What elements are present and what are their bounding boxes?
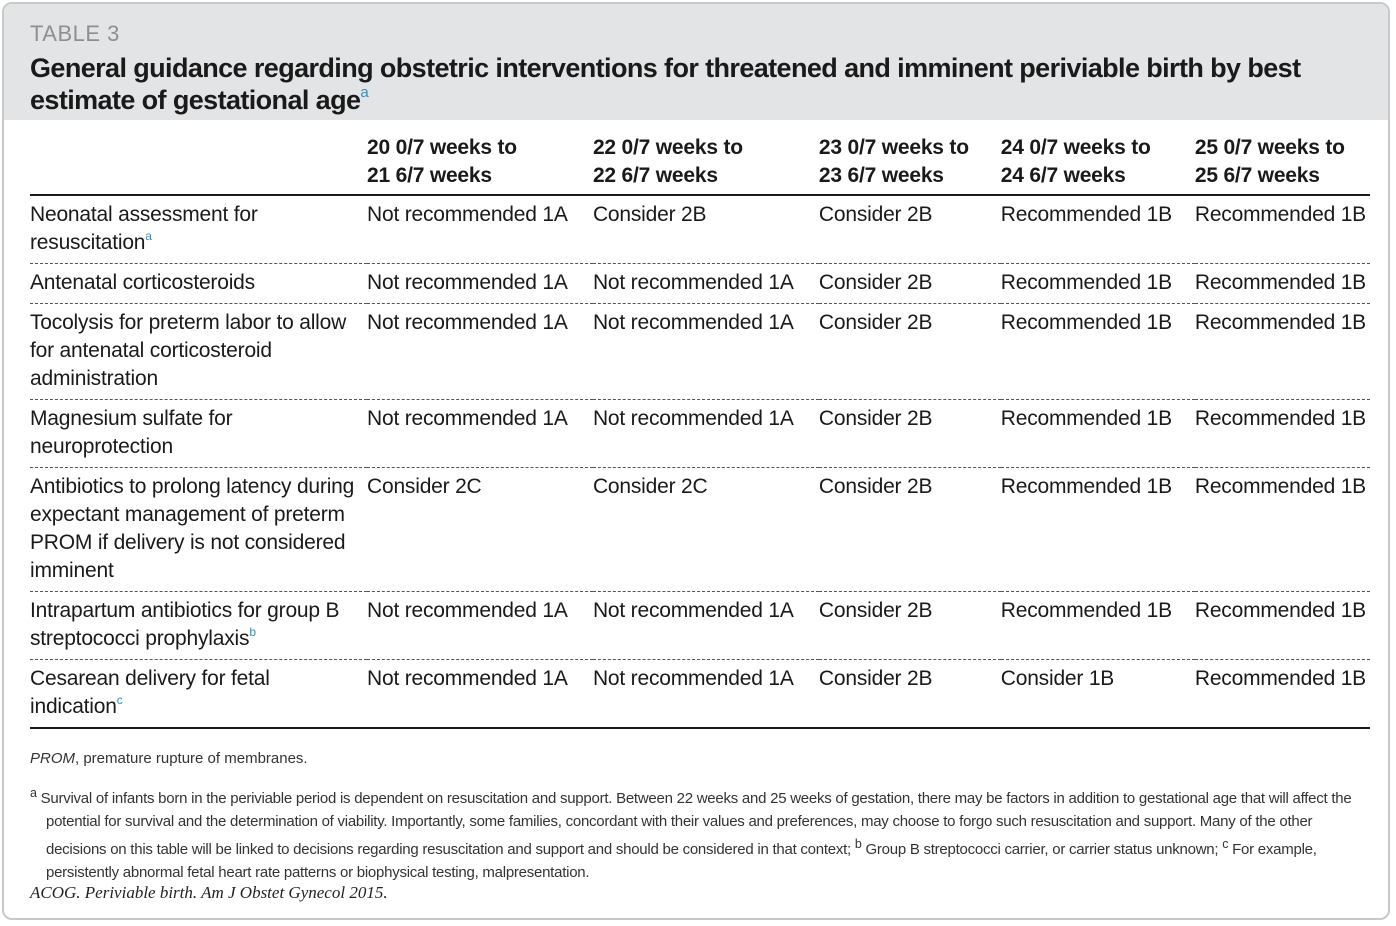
table-header: TABLE 3 General guidance regarding obste… [4, 4, 1388, 120]
abbreviation-term: PROM [30, 750, 75, 767]
table-cell: Recommended 1B [1000, 399, 1195, 468]
table-cell: Consider 2B [818, 591, 1001, 660]
row-label: Antibiotics to prolong latency during ex… [30, 467, 367, 592]
footnote-b-text: Group B streptococci carrier, or carrier… [865, 841, 1219, 858]
header-cell-24wk: 24 0/7 weeks to 24 6/7 weeks [1000, 132, 1195, 196]
row-label-text: Intrapartum antibiotics for group B stre… [30, 599, 340, 650]
row-label-text: Neonatal assessment for resuscitation [30, 203, 258, 254]
header-line: 21 6/7 weeks [367, 164, 492, 187]
table-cell: Consider 2C [367, 467, 593, 592]
footnote-c-mark: c [1222, 837, 1229, 851]
table-cell: Recommended 1B [1194, 467, 1370, 592]
table-cell: Not recommended 1A [367, 399, 593, 468]
table-cell: Not recommended 1A [592, 399, 819, 468]
footnote-c-text: For example, persistently abnormal fetal… [46, 841, 1317, 881]
table-header-row: 20 0/7 weeks to 21 6/7 weeks 22 0/7 weeks… [30, 132, 1370, 196]
header-cell-23wk: 23 0/7 weeks to 23 6/7 weeks [818, 132, 1001, 196]
header-line: 24 6/7 weeks [1000, 164, 1126, 187]
table-cell: Recommended 1B [1194, 399, 1370, 468]
table-cell: Recommended 1B [1000, 591, 1195, 660]
footnote-a-mark: a [30, 786, 37, 800]
table-cell: Not recommended 1A [367, 591, 593, 660]
table-cell: Consider 2B [818, 467, 1001, 592]
abbreviation-definition: , premature rupture of membranes. [75, 750, 308, 767]
footnote-a-text: Survival of infants born in the periviab… [40, 790, 1352, 858]
table-cell: Consider 2C [592, 467, 819, 592]
table-cell: Not recommended 1A [367, 659, 593, 729]
table-cell: Consider 1B [1000, 659, 1195, 729]
header-line: 22 6/7 weeks [592, 164, 718, 187]
table-cell: Consider 2B [818, 399, 1001, 468]
header-line: 20 0/7 weeks to [367, 136, 517, 159]
row-label: Intrapartum antibiotics for group B stre… [30, 591, 367, 660]
table-cell: Recommended 1B [1000, 263, 1195, 304]
table-cell: Consider 2B [818, 659, 1001, 729]
row-label: Antenatal corticosteroids [30, 263, 367, 304]
header-line: 22 0/7 weeks to [592, 136, 743, 159]
row-label: Neonatal assessment for resuscitationa [30, 195, 367, 264]
recommendations-table: 20 0/7 weeks to 21 6/7 weeks 22 0/7 weeks… [30, 132, 1370, 729]
row-label-text: Antenatal corticosteroids [30, 271, 255, 294]
table-cell: Recommended 1B [1000, 467, 1195, 592]
header-cell-intervention [30, 132, 367, 196]
header-cell-25wk: 25 0/7 weeks to 25 6/7 weeks [1194, 132, 1370, 196]
footnote-marker: a [145, 229, 152, 243]
table-cell: Consider 2B [818, 263, 1001, 304]
table-row: Magnesium sulfate for neuroprotection No… [30, 399, 1370, 468]
table-title-text: General guidance regarding obstetric int… [30, 53, 1301, 115]
table-cell: Recommended 1B [1000, 303, 1195, 400]
table-row: Cesarean delivery for fetal indicationc … [30, 659, 1370, 729]
title-footnote-marker: a [360, 84, 369, 101]
row-label: Magnesium sulfate for neuroprotection [30, 399, 367, 468]
table-cell: Not recommended 1A [367, 195, 593, 264]
header-line: 24 0/7 weeks to [1000, 136, 1151, 159]
header-cell-22wk: 22 0/7 weeks to 22 6/7 weeks [592, 132, 819, 196]
table-cell: Not recommended 1A [592, 659, 819, 729]
table-cell: Recommended 1B [1194, 263, 1370, 304]
table-cell: Not recommended 1A [367, 263, 593, 304]
table-cell: Consider 2B [818, 303, 1001, 400]
footnotes: a Survival of infants born in the perivi… [30, 782, 1370, 884]
row-label: Cesarean delivery for fetal indicationc [30, 659, 367, 729]
table-row: Tocolysis for preterm labor to allow for… [30, 303, 1370, 400]
header-line: 23 0/7 weeks to [818, 136, 969, 159]
table-title: General guidance regarding obstetric int… [30, 52, 1388, 116]
table-cell: Not recommended 1A [367, 303, 593, 400]
row-label-text: Antibiotics to prolong latency during ex… [30, 475, 355, 582]
table-row: Antibiotics to prolong latency during ex… [30, 467, 1370, 592]
table-row: Intrapartum antibiotics for group B stre… [30, 591, 1370, 660]
table-cell: Recommended 1B [1000, 195, 1195, 264]
table-cell: Consider 2B [592, 195, 819, 264]
table-row: Neonatal assessment for resuscitationa N… [30, 195, 1370, 264]
table-cell: Recommended 1B [1194, 303, 1370, 400]
table-cell: Recommended 1B [1194, 195, 1370, 264]
row-label-text: Magnesium sulfate for neuroprotection [30, 407, 233, 458]
footnote-marker: b [249, 625, 256, 639]
row-label-text: Cesarean delivery for fetal indication [30, 667, 270, 718]
row-label-text: Tocolysis for preterm labor to allow for… [30, 311, 347, 390]
header-line: 23 6/7 weeks [818, 164, 944, 187]
table-cell: Recommended 1B [1194, 659, 1370, 729]
table-cell: Not recommended 1A [592, 591, 819, 660]
source-citation: ACOG. Periviable birth. Am J Obstet Gyne… [30, 883, 388, 902]
header-line: 25 0/7 weeks to [1194, 136, 1345, 159]
footnote-marker: c [116, 693, 123, 707]
table-cell: Not recommended 1A [592, 263, 819, 304]
table-number: TABLE 3 [30, 21, 120, 46]
header-line: 25 6/7 weeks [1194, 164, 1320, 187]
table-cell: Recommended 1B [1194, 591, 1370, 660]
header-cell-20wk: 20 0/7 weeks to 21 6/7 weeks [367, 132, 593, 196]
abbreviation-note: PROM, premature rupture of membranes. [30, 750, 308, 767]
footnote-b-mark: b [854, 837, 862, 851]
row-label: Tocolysis for preterm labor to allow for… [30, 303, 367, 400]
table-row: Antenatal corticosteroids Not recommende… [30, 263, 1370, 304]
table-cell: Consider 2B [818, 195, 1001, 264]
table-cell: Not recommended 1A [592, 303, 819, 400]
